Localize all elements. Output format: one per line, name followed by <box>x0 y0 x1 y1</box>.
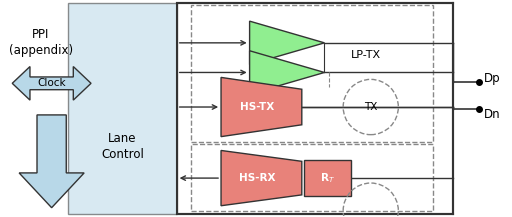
Text: PPI
(appendix): PPI (appendix) <box>9 28 73 57</box>
Bar <box>304 160 351 196</box>
Polygon shape <box>19 115 84 208</box>
Polygon shape <box>221 150 302 206</box>
Polygon shape <box>250 21 325 65</box>
Text: R$_T$: R$_T$ <box>320 171 335 185</box>
Bar <box>69 3 177 214</box>
Bar <box>191 144 433 211</box>
Polygon shape <box>12 67 91 100</box>
Text: HS-RX: HS-RX <box>239 173 276 183</box>
Text: Dp: Dp <box>484 72 501 85</box>
Text: TX: TX <box>364 102 377 112</box>
Text: Dn: Dn <box>484 108 501 122</box>
Bar <box>191 5 433 141</box>
Bar <box>177 3 453 214</box>
Polygon shape <box>250 51 325 94</box>
Text: LP-TX: LP-TX <box>351 50 381 60</box>
Polygon shape <box>221 77 302 137</box>
Text: Lane
Control: Lane Control <box>101 132 144 161</box>
Text: Clock: Clock <box>37 78 66 88</box>
Text: HS-TX: HS-TX <box>240 102 274 112</box>
